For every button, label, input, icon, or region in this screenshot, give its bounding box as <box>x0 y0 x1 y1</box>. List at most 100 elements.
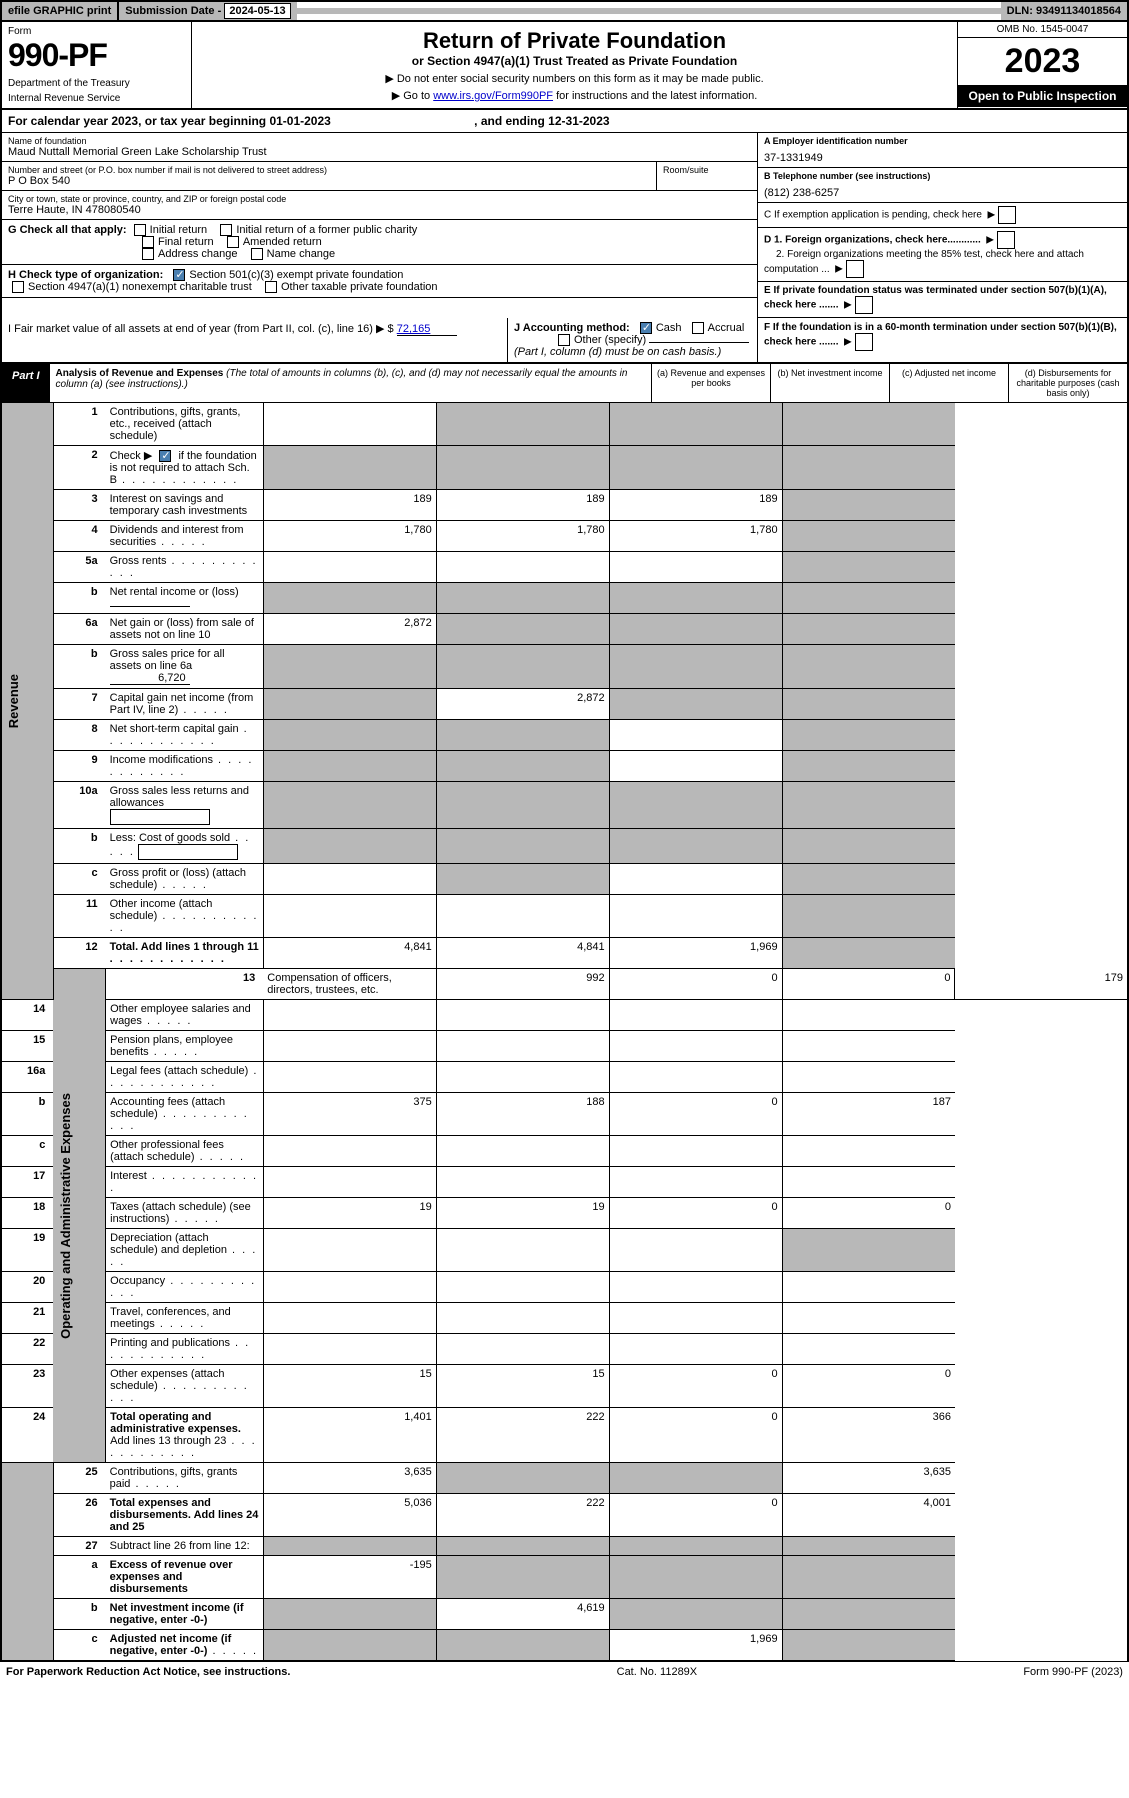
foreign-cell: D 1. Foreign organizations, check here..… <box>758 228 1127 282</box>
table-row: bGross sales price for all assets on lin… <box>1 645 1128 689</box>
info-right: A Employer identification number 37-1331… <box>757 133 1127 318</box>
table-row: 4Dividends and interest from securities … <box>1 521 1128 552</box>
part1-header: Part I Analysis of Revenue and Expenses … <box>0 364 1129 403</box>
phone-cell: B Telephone number (see instructions) (8… <box>758 168 1127 203</box>
table-row: 14Other employee salaries and wages <box>1 1000 1128 1031</box>
note-goto: ▶ Go to www.irs.gov/Form990PF for instru… <box>198 89 951 102</box>
table-row: 23Other expenses (attach schedule) 15150… <box>1 1365 1128 1408</box>
side-expenses: Operating and Administrative Expenses <box>53 969 105 1463</box>
form-number: 990-PF <box>8 37 185 74</box>
section-f: F If the foundation is in a 60-month ter… <box>757 318 1127 362</box>
top-bar: efile GRAPHIC print Submission Date - 20… <box>0 0 1129 22</box>
form-header: Form 990-PF Department of the Treasury I… <box>0 22 1129 110</box>
dept-treasury: Department of the Treasury <box>8 78 185 89</box>
table-row: 21Travel, conferences, and meetings <box>1 1303 1128 1334</box>
info-left: Name of foundation Maud Nuttall Memorial… <box>2 133 757 318</box>
cb-foreign1[interactable] <box>997 231 1015 249</box>
side-revenue: Revenue <box>1 403 53 1000</box>
cb-sch-b[interactable] <box>159 450 171 462</box>
cb-name-change[interactable] <box>251 248 263 260</box>
table-row: Operating and Administrative Expenses 13… <box>1 969 1128 1000</box>
table-row: 22Printing and publications <box>1 1334 1128 1365</box>
cb-initial-return[interactable] <box>134 224 146 236</box>
cb-amended[interactable] <box>227 236 239 248</box>
header-right: OMB No. 1545-0047 2023 Open to Public In… <box>957 22 1127 108</box>
calendar-year: For calendar year 2023, or tax year begi… <box>0 110 1129 133</box>
address-cell: Number and street (or P.O. box number if… <box>2 162 657 191</box>
header-middle: Return of Private Foundation or Section … <box>192 22 957 108</box>
cb-other-taxable[interactable] <box>265 281 277 293</box>
table-row: bAccounting fees (attach schedule) 37518… <box>1 1093 1128 1136</box>
table-row: 16aLegal fees (attach schedule) <box>1 1062 1128 1093</box>
table-row: Revenue 1Contributions, gifts, grants, e… <box>1 403 1128 446</box>
note-ssn: ▶ Do not enter social security numbers o… <box>198 72 951 85</box>
terminated-cell: E If private foundation status was termi… <box>758 282 1127 318</box>
table-row: 24Total operating and administrative exp… <box>1 1408 1128 1463</box>
cb-address-change[interactable] <box>142 248 154 260</box>
table-row: 25Contributions, gifts, grants paid 3,63… <box>1 1463 1128 1494</box>
table-row: 19Depreciation (attach schedule) and dep… <box>1 1229 1128 1272</box>
cb-accrual[interactable] <box>692 322 704 334</box>
col-a-hdr: (a) Revenue and expenses per books <box>651 364 770 402</box>
table-row: 10aGross sales less returns and allowanc… <box>1 782 1128 829</box>
part1-desc: Analysis of Revenue and Expenses (The to… <box>50 364 651 402</box>
spacer <box>297 8 1001 14</box>
table-row: bNet rental income or (loss) <box>1 583 1128 614</box>
table-row: bNet investment income (if negative, ent… <box>1 1599 1128 1630</box>
city-cell: City or town, state or province, country… <box>2 191 757 220</box>
col-c-hdr: (c) Adjusted net income <box>889 364 1008 402</box>
footer: For Paperwork Reduction Act Notice, see … <box>0 1661 1129 1682</box>
section-h: H Check type of organization: Section 50… <box>2 265 757 298</box>
col-d-hdr: (d) Disbursements for charitable purpose… <box>1008 364 1127 402</box>
table-row: 2 Check ▶ if the foundation is not requi… <box>1 446 1128 490</box>
footer-mid: Cat. No. 11289X <box>617 1666 698 1678</box>
cb-4947a1[interactable] <box>12 281 24 293</box>
col-b-hdr: (b) Net investment income <box>770 364 889 402</box>
cb-foreign2[interactable] <box>846 260 864 278</box>
table-row: 8Net short-term capital gain <box>1 720 1128 751</box>
tax-year: 2023 <box>958 38 1127 85</box>
table-row: 5aGross rents <box>1 552 1128 583</box>
main-table: Revenue 1Contributions, gifts, grants, e… <box>0 403 1129 1661</box>
omb-number: OMB No. 1545-0047 <box>958 22 1127 38</box>
cb-other-method[interactable] <box>558 334 570 346</box>
form-title: Return of Private Foundation <box>198 28 951 54</box>
table-row: 27Subtract line 26 from line 12: <box>1 1537 1128 1556</box>
submission-date: 2024-05-13 <box>224 3 290 19</box>
submission-label: Submission Date - 2024-05-13 <box>119 2 296 20</box>
footer-left: For Paperwork Reduction Act Notice, see … <box>6 1666 290 1678</box>
dln: DLN: 93491134018564 <box>1001 2 1127 20</box>
table-row: 3Interest on savings and temporary cash … <box>1 490 1128 521</box>
cb-501c3[interactable] <box>173 269 185 281</box>
cb-terminated[interactable] <box>855 296 873 314</box>
info-grid: Name of foundation Maud Nuttall Memorial… <box>0 133 1129 318</box>
table-row: aExcess of revenue over expenses and dis… <box>1 1556 1128 1599</box>
cb-cash[interactable] <box>640 322 652 334</box>
efile-label[interactable]: efile GRAPHIC print <box>2 2 119 20</box>
table-row: 15Pension plans, employee benefits <box>1 1031 1128 1062</box>
dept-irs: Internal Revenue Service <box>8 93 185 104</box>
table-row: 17Interest <box>1 1167 1128 1198</box>
irs-link[interactable]: www.irs.gov/Form990PF <box>433 90 553 102</box>
form-subtitle: or Section 4947(a)(1) Trust Treated as P… <box>198 54 951 68</box>
header-left: Form 990-PF Department of the Treasury I… <box>2 22 192 108</box>
open-public: Open to Public Inspection <box>958 85 1127 107</box>
table-row: 11Other income (attach schedule) <box>1 895 1128 938</box>
exemption-cell: C If exemption application is pending, c… <box>758 203 1127 228</box>
section-g: G Check all that apply: Initial return I… <box>2 220 757 265</box>
table-row: cAdjusted net income (if negative, enter… <box>1 1630 1128 1661</box>
foundation-name-cell: Name of foundation Maud Nuttall Memorial… <box>2 133 757 162</box>
ein-cell: A Employer identification number 37-1331… <box>758 133 1127 168</box>
fmv-value[interactable]: 72,165 <box>397 323 457 336</box>
cb-60month[interactable] <box>855 333 873 351</box>
cb-initial-former[interactable] <box>220 224 232 236</box>
table-row: cOther professional fees (attach schedul… <box>1 1136 1128 1167</box>
room-cell: Room/suite <box>657 162 757 191</box>
form-label: Form <box>8 26 185 37</box>
cb-final-return[interactable] <box>142 236 154 248</box>
section-i: I Fair market value of all assets at end… <box>2 318 507 362</box>
table-row: 20Occupancy <box>1 1272 1128 1303</box>
cb-exemption[interactable] <box>998 206 1016 224</box>
table-row: 9Income modifications <box>1 751 1128 782</box>
table-row: 7Capital gain net income (from Part IV, … <box>1 689 1128 720</box>
